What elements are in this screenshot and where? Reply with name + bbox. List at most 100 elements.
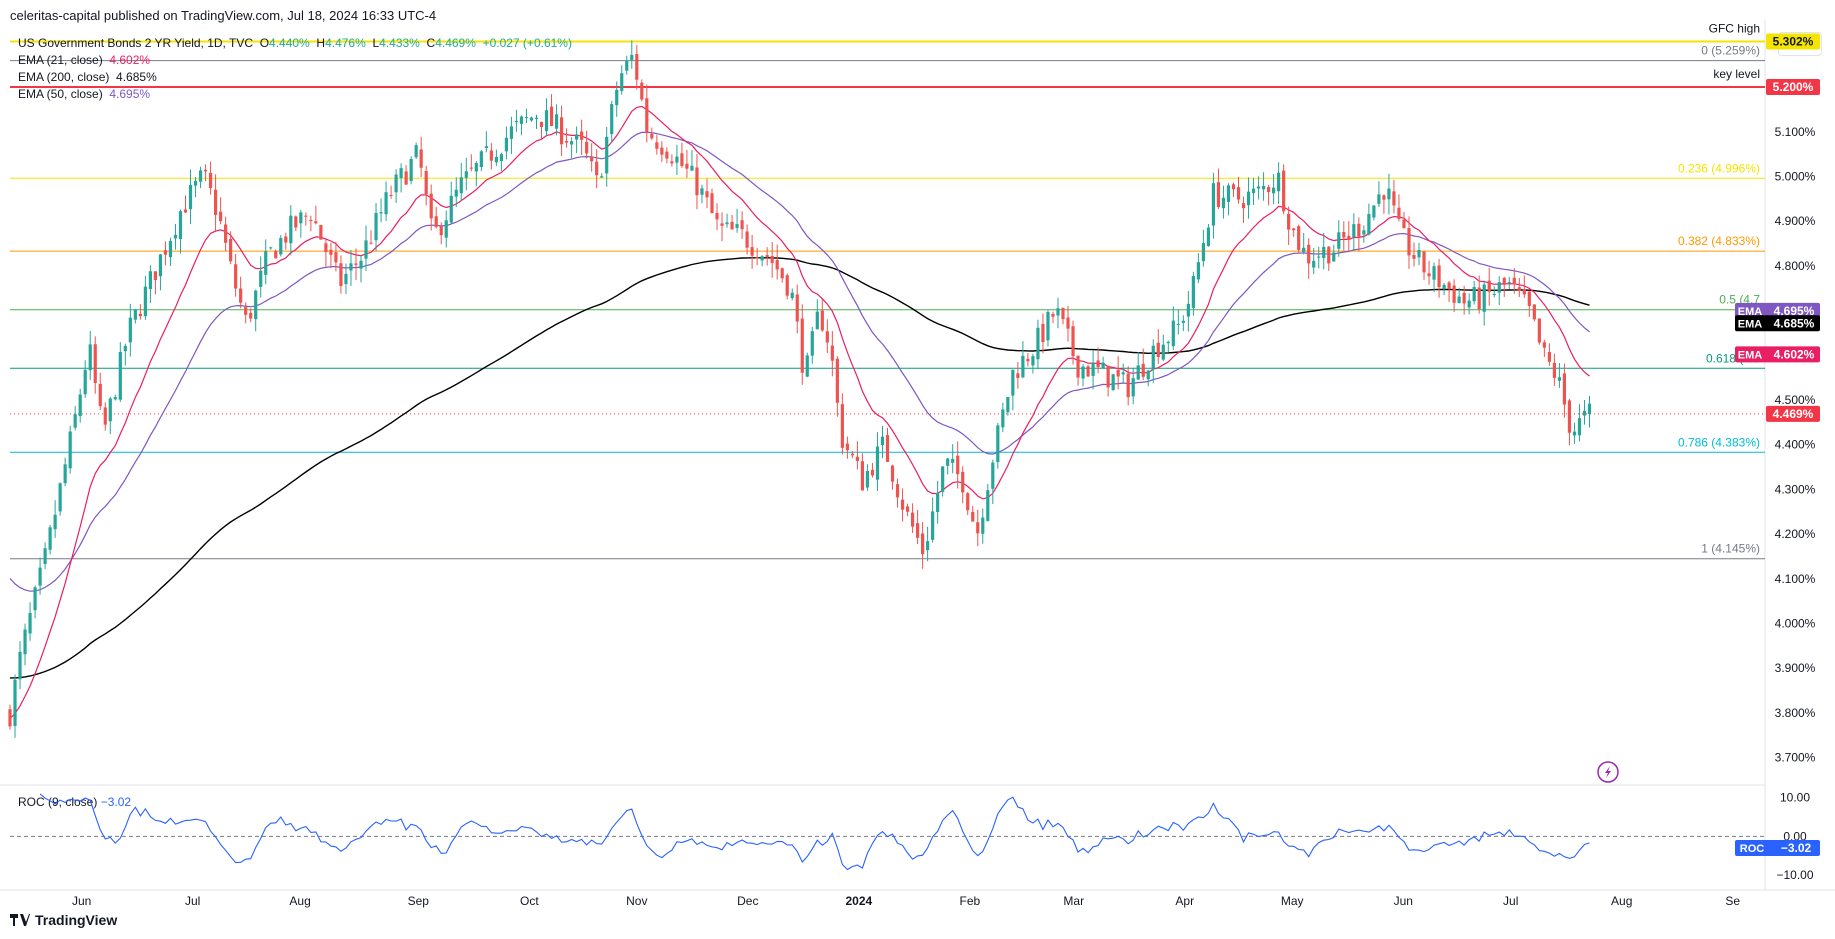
candle-body: [1287, 213, 1291, 230]
candle-body: [1467, 300, 1471, 308]
candle-body: [324, 243, 328, 253]
symbol-title: US Government Bonds 2 YR Yield, 1D, TVC: [18, 36, 254, 50]
time-axis[interactable]: Jun Jul Aug Sep Oct Nov Dec 2024 Feb Mar Apr May Jun…: [72, 894, 1740, 908]
candle-body: [730, 221, 734, 230]
candle-body: [1036, 327, 1040, 360]
candle-body: [274, 250, 278, 259]
time-tick-label: Jun: [1394, 894, 1413, 908]
candle-body: [1322, 246, 1326, 259]
candle-body: [1106, 366, 1110, 388]
candle-body: [1091, 362, 1095, 376]
low-label: L: [372, 36, 380, 50]
candle-body: [1186, 303, 1190, 317]
ema21-label: EMA (21, close): [18, 53, 103, 67]
candle-body: [1397, 207, 1401, 219]
ema50-row[interactable]: EMA (50, close) 4.695%: [18, 86, 572, 103]
fib-label: 1 (4.145%): [1701, 542, 1760, 556]
candle-body: [971, 511, 975, 522]
candle-body: [655, 142, 659, 149]
candle-body: [1266, 187, 1271, 193]
fib-label: 0.382 (4.833%): [1678, 234, 1760, 248]
candle-body: [334, 252, 338, 263]
candle-body: [1111, 374, 1115, 391]
candle-body: [8, 709, 12, 727]
candle-body: [941, 466, 945, 492]
publisher-line: celeritas-capital published on TradingVi…: [10, 8, 437, 23]
price-tick-label: 4.800%: [1775, 259, 1816, 273]
candle-body: [544, 110, 549, 132]
candle-body: [28, 612, 32, 634]
ema21-row[interactable]: EMA (21, close) 4.602%: [18, 52, 572, 69]
ema-badge: [1735, 315, 1820, 332]
candle-body: [956, 455, 960, 475]
price-tick-label: 3.700%: [1775, 751, 1816, 765]
candle-body: [444, 220, 448, 238]
candle-body: [1176, 323, 1180, 325]
candle-body: [1377, 194, 1381, 204]
close-value: 4.469%: [435, 36, 476, 50]
candle-body: [1472, 286, 1476, 302]
time-tick-label: Aug: [1611, 894, 1632, 908]
candle-body: [1332, 252, 1336, 262]
candle-body: [1196, 262, 1200, 280]
candle-body: [1452, 285, 1456, 303]
candle-body: [113, 397, 117, 400]
candle-body: [509, 126, 514, 139]
ema200-row[interactable]: EMA (200, close) 4.685%: [18, 69, 572, 86]
change-value: +0.027 (+0.61%): [482, 36, 572, 50]
price-tick-label: 3.800%: [1775, 706, 1816, 720]
candle-body: [148, 271, 152, 289]
candle-body: [870, 469, 875, 476]
high-value: 4.476%: [325, 36, 366, 50]
candle-body: [600, 176, 604, 178]
time-tick-label: Feb: [960, 894, 981, 908]
candle-body: [735, 224, 739, 228]
candle-body: [374, 212, 378, 241]
time-tick-label: Jun: [72, 894, 91, 908]
time-tick-label: Jul: [185, 894, 200, 908]
candle-body: [454, 189, 458, 197]
candle-body: [1171, 320, 1175, 347]
candle-body: [1582, 410, 1587, 416]
time-tick-label: Oct: [520, 894, 539, 908]
price-axis[interactable]: 5.100% 5.000% 4.900% 4.800% 4.500% 4.400% 4.30…: [1775, 125, 1816, 765]
price-tick-label: 4.900%: [1775, 214, 1816, 228]
candle-body: [966, 493, 970, 511]
candle-body: [695, 167, 699, 196]
candle-body: [710, 193, 714, 214]
candle-body: [1392, 191, 1396, 206]
candle-body: [98, 383, 102, 407]
candle-body: [705, 191, 709, 198]
candle-body: [805, 355, 809, 377]
time-tick-label: Aug: [289, 894, 310, 908]
candle-body: [524, 117, 529, 119]
candle-body: [986, 490, 990, 521]
candle-body: [1026, 358, 1030, 362]
candle-body: [1462, 292, 1466, 304]
candle-body: [1557, 377, 1562, 381]
candle-body: [1141, 363, 1145, 377]
price-tick-label: 3.900%: [1775, 661, 1816, 675]
roc-line: [39, 793, 1590, 871]
roc-badge-text: −3.02: [1781, 841, 1812, 855]
candle-body: [725, 222, 729, 225]
last-price-badge-text: 4.469%: [1773, 407, 1814, 421]
roc-pane[interactable]: ROC (9, close) −3.02 10.00 0.00 −10.00 ROC −3…: [10, 791, 1820, 882]
candle-body: [143, 286, 147, 317]
candle-body: [394, 174, 398, 193]
candle-body: [349, 263, 353, 271]
candle-body: [133, 309, 137, 320]
candle-body: [1251, 188, 1256, 194]
candle-body: [750, 247, 754, 256]
candle-body: [534, 117, 539, 119]
candles: [8, 40, 1592, 738]
roc-tick-label: −10.00: [1776, 868, 1813, 882]
candle-body: [915, 523, 920, 538]
symbol-row[interactable]: US Government Bonds 2 YR Yield, 1D, TVC …: [18, 35, 572, 52]
tradingview-logo[interactable]: TradingView: [10, 912, 117, 928]
candle-body: [1342, 232, 1346, 238]
ema-lines: [9, 105, 1590, 719]
lightning-bolt: [1605, 766, 1611, 778]
candle-body: [895, 484, 900, 498]
